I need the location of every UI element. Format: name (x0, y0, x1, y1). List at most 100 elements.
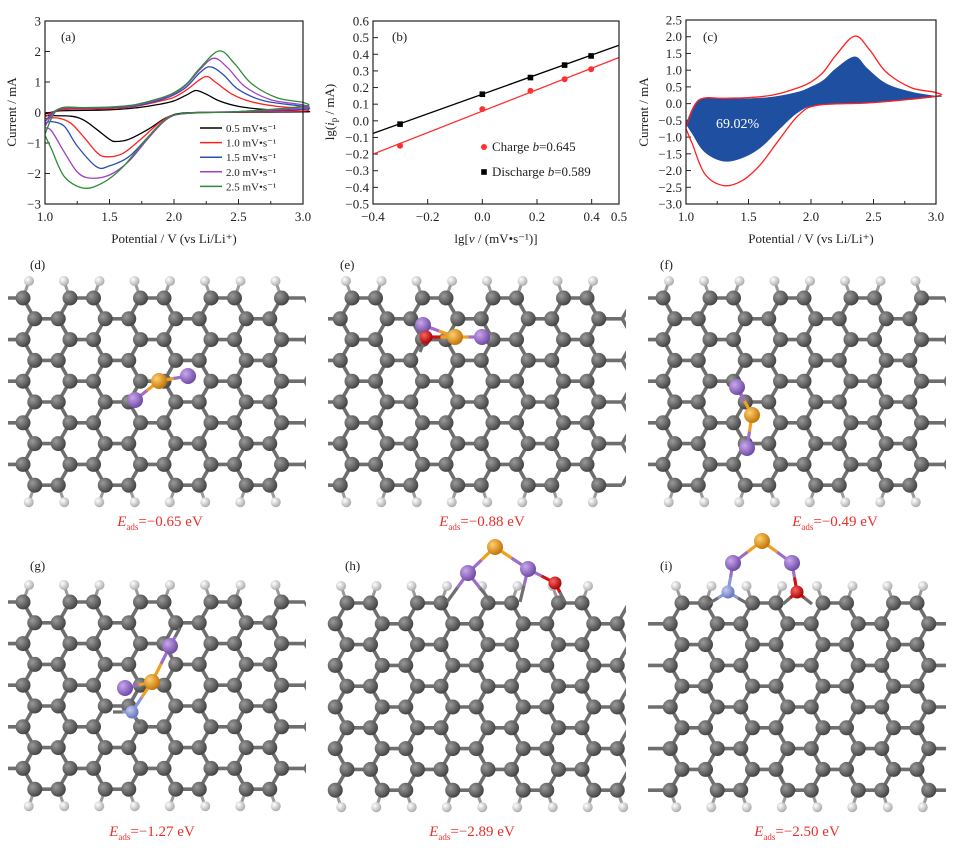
c-c-bond (653, 749, 665, 770)
carbon-atom (62, 719, 78, 735)
carbon-atom (191, 698, 207, 714)
c-c-bond (653, 624, 665, 645)
hydrogen-atom (812, 802, 823, 813)
adsorbate-bond (781, 596, 792, 606)
carbon-atom (227, 415, 242, 431)
hydrogen-atom (847, 581, 858, 591)
carbon-atom (398, 657, 414, 673)
carbon-atom (878, 394, 894, 410)
carbon-atom (480, 637, 496, 653)
adsorbed-molecule (707, 533, 813, 606)
sulfur-atom (487, 539, 503, 555)
hydrogen-atom (847, 802, 858, 813)
carbon-atom (398, 616, 414, 632)
lithium-atom (474, 329, 490, 345)
carbon-atom (203, 636, 219, 652)
carbon-atom (468, 782, 484, 798)
adsorbate-bond (478, 587, 494, 604)
hydrogen-atom (734, 497, 745, 508)
carbon-atom (86, 594, 101, 610)
carbon-atom (539, 741, 555, 757)
y-tick-label-b: −0.4 (345, 180, 369, 195)
carbon-atom (609, 699, 625, 715)
energy-subscript: ads (438, 832, 450, 842)
hydrogen-atom (699, 497, 710, 508)
carbon-atom (62, 636, 78, 652)
lithium-atom (127, 392, 143, 408)
c-c-bond (648, 705, 649, 707)
hydrogen-atom (406, 802, 417, 813)
carbon-atom (262, 436, 278, 452)
carbon-atom (86, 373, 101, 389)
y-tick-label-c: 0.5 (666, 79, 682, 94)
carbon-atom (520, 394, 536, 410)
c-c-bond (943, 380, 946, 387)
carbon-atom (874, 782, 890, 798)
y-tick-label-a: 1 (35, 75, 42, 90)
c-c-bond (628, 444, 640, 465)
carbon-atom (191, 781, 207, 797)
x-tick-label-a: 1.5 (101, 209, 117, 224)
carbon-atom (327, 616, 343, 632)
c-c-bond (303, 463, 306, 470)
lithium-atom (739, 440, 755, 456)
x-tick-label-a: 1.0 (37, 209, 53, 224)
hydrogen-atom (882, 802, 893, 813)
carbon-atom (133, 332, 148, 348)
structure-panel-d: (d) Eads=−0.65 eV (8, 257, 306, 532)
structure-panel-g: (g) Eads=−1.27 eV (8, 558, 306, 842)
c-c-bond (943, 417, 946, 424)
carbon-atom (339, 761, 355, 777)
adsorbate-bond (134, 717, 142, 725)
carbon-atom (379, 311, 395, 327)
carbon-atom (133, 415, 148, 431)
hydrogen-atom (411, 276, 422, 286)
hydrogen-atom (164, 497, 175, 508)
lithium-atom (162, 638, 178, 654)
carbon-atom (867, 415, 882, 431)
carbon-atom (539, 699, 555, 715)
carbon-atom (768, 595, 784, 611)
carbon-atom (909, 637, 925, 653)
carbon-atom (332, 436, 348, 452)
c-c-bond (943, 458, 946, 465)
carbon-atom (914, 373, 929, 389)
carbon-atom (839, 637, 854, 653)
hydrogen-atom (235, 497, 246, 508)
carbon-atom (850, 782, 866, 798)
carbon-atom (515, 782, 531, 798)
carbon-atom (803, 657, 819, 673)
carbon-atom (133, 719, 148, 735)
carbon-atom (709, 741, 725, 757)
fit-line-discharge (372, 44, 620, 135)
carbon-atom (191, 352, 207, 368)
energy-value: =−0.65 eV (138, 514, 203, 530)
carbon-atom (379, 436, 395, 452)
carbon-atom (702, 290, 718, 306)
total-cv-curve (685, 35, 943, 187)
y-tick-label-c: 2.0 (666, 29, 682, 44)
structure-panel-h: (h) Eads=−2.89 eV (327, 539, 665, 842)
carbon-atom (886, 678, 901, 694)
hydrogen-atom (165, 276, 175, 286)
legend-label-4: 2.5 mV•s⁻¹ (226, 181, 276, 193)
carbon-atom (133, 290, 148, 306)
carbon-atom (839, 720, 854, 736)
hydrogen-atom (512, 802, 523, 813)
carbon-atom (227, 677, 242, 693)
carbon-atom (62, 677, 78, 693)
hydrogen-atom (200, 801, 211, 812)
y-tick-label-b: 0.4 (353, 47, 370, 62)
hydrogen-atom (776, 802, 787, 813)
carbon-atom (433, 595, 449, 611)
hydrogen-atom (671, 802, 682, 813)
data-point-charge (588, 66, 595, 73)
hydrogen-atom (840, 276, 850, 286)
carbon-atom (509, 290, 524, 306)
carbon-atom (662, 657, 678, 673)
adsorbate-bond (707, 596, 719, 606)
carbon-atom (203, 456, 219, 472)
carbon-atom (733, 699, 749, 715)
c-c-bond (303, 684, 306, 691)
panel-label-b: (b) (392, 29, 407, 44)
